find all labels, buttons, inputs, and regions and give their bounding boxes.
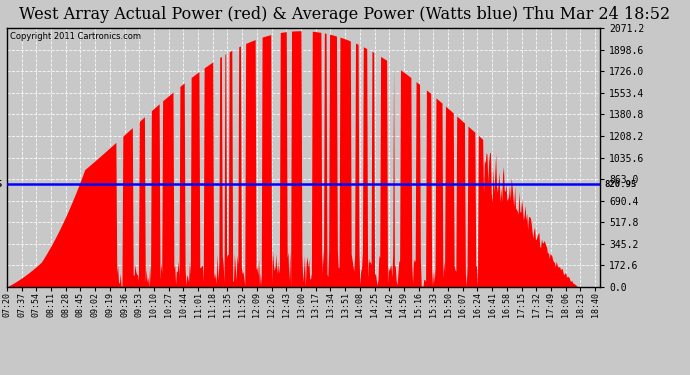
Text: 820.95: 820.95 [604, 180, 637, 189]
Text: Copyright 2011 Cartronics.com: Copyright 2011 Cartronics.com [10, 32, 141, 41]
Text: West Array Actual Power (red) & Average Power (Watts blue) Thu Mar 24 18:52: West Array Actual Power (red) & Average … [19, 6, 671, 22]
Text: 820.95: 820.95 [0, 180, 3, 189]
